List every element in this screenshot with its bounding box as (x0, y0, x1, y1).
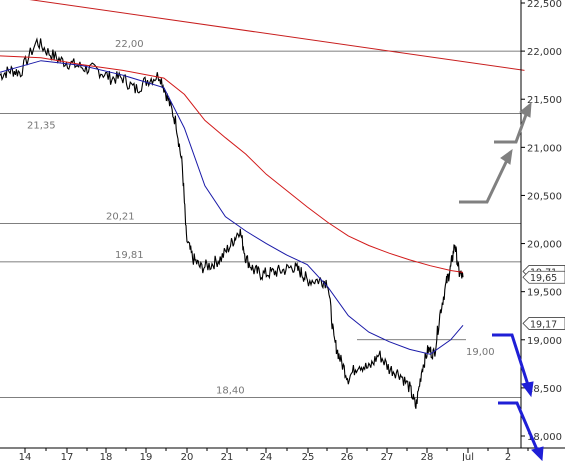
x-tick-label: 20 (181, 452, 194, 461)
down-arrow-line (492, 333, 530, 386)
down-arrow-head (521, 381, 534, 398)
level-label: 20,21 (106, 211, 135, 222)
x-tick-label: 25 (302, 452, 315, 461)
trendline-line (29, 0, 525, 71)
level-label: 22,00 (115, 39, 144, 50)
level-label: 19,81 (115, 250, 144, 261)
ma-fast-line (0, 60, 464, 355)
up-arrow-head (500, 148, 513, 165)
y-tick-label: 20,000 (527, 240, 562, 251)
down-arrow-head (531, 446, 544, 462)
price-line (0, 37, 464, 409)
up-arrow-line (494, 111, 529, 144)
y-tick-label: 18,500 (527, 384, 562, 395)
price-badge-label: 19,65 (530, 273, 557, 284)
up-arrow-head (519, 101, 532, 118)
x-tick-label: 26 (341, 452, 354, 461)
x-tick-label: 18 (100, 452, 113, 461)
price-badge-label: 19,17 (530, 319, 557, 330)
level-label: 19,00 (466, 347, 495, 358)
x-tick-label: 19 (140, 452, 153, 461)
x-tick-label: 24 (260, 452, 273, 461)
y-tick-label: 21,500 (527, 95, 562, 106)
x-tick-label: 2 (505, 452, 511, 461)
y-tick-label: 20,500 (527, 191, 562, 202)
down-arrow-line (498, 401, 540, 453)
annotation-arrows (459, 101, 544, 462)
y-tick-label: 21,000 (527, 143, 562, 154)
y-tick-label: 22,500 (527, 0, 562, 10)
up-arrow-line (459, 157, 510, 204)
level-label: 21,35 (27, 121, 56, 132)
x-tick-label: 14 (19, 452, 32, 461)
ma-slow-line (0, 55, 464, 273)
price-axis: 22,500 22,000 21,500 21,000 20,500 20,000 19,5… (0, 0, 565, 449)
x-tick-label: 17 (61, 452, 74, 461)
x-tick-label: Jul (461, 452, 474, 461)
y-tick-label: 19,500 (527, 288, 562, 299)
x-tick-label: 28 (421, 452, 434, 461)
y-tick-label: 19,000 (527, 336, 562, 347)
x-tick-label: 27 (381, 452, 394, 461)
level-label: 18,40 (216, 386, 245, 397)
y-tick-label: 22,000 (527, 47, 562, 58)
time-axis: 14 17 18 19 20 21 24 25 26 27 28 Jul 2 (19, 448, 529, 463)
horizontal-levels: 22,00 21,35 20,21 19,81 18,40 19,00 (0, 39, 521, 398)
x-tick-label: 21 (221, 452, 234, 461)
price-badge (522, 270, 565, 284)
y-tick-label: 18,000 (527, 432, 562, 443)
price-badge (522, 317, 565, 330)
chart-series (0, 0, 525, 409)
